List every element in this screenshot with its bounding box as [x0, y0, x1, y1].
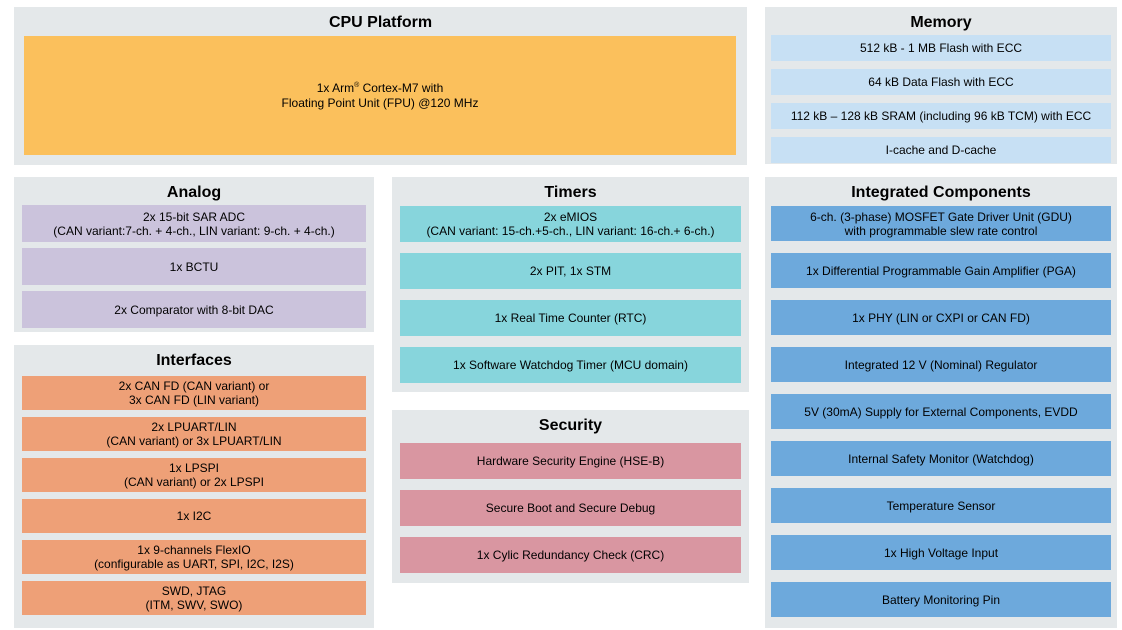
- timers-row-rtc: 1x Real Time Counter (RTC): [400, 300, 741, 336]
- integrated-row-regulator: Integrated 12 V (Nominal) Regulator: [771, 347, 1111, 382]
- security-title: Security: [538, 417, 603, 434]
- memory-title: Memory: [910, 14, 972, 31]
- interfaces-title: Interfaces: [156, 352, 232, 369]
- memory-row-sram: 112 kB – 128 kB SRAM (including 96 kB TC…: [771, 103, 1111, 129]
- integrated-row-gdu: 6-ch. (3-phase) MOSFET Gate Driver Unit …: [771, 206, 1111, 241]
- cpu-platform-panel: CPU Platform 1x Arm® Cortex-M7 with Floa…: [14, 7, 747, 165]
- integrated-row-hv-input: 1x High Voltage Input: [771, 535, 1111, 570]
- integrated-components-rows: 6-ch. (3-phase) MOSFET Gate Driver Unit …: [765, 202, 1117, 617]
- interfaces-panel: Interfaces 2x CAN FD (CAN variant) or 3x…: [14, 345, 374, 628]
- interfaces-row-canfd: 2x CAN FD (CAN variant) or 3x CAN FD (LI…: [22, 376, 366, 410]
- analog-row-comparator: 2x Comparator with 8-bit DAC: [22, 291, 366, 328]
- interfaces-row-lpspi: 1x LPSPI (CAN variant) or 2x LPSPI: [22, 458, 366, 492]
- interfaces-row-lpuart: 2x LPUART/LIN (CAN variant) or 3x LPUART…: [22, 417, 366, 451]
- timers-row-pit-stm: 2x PIT, 1x STM: [400, 253, 741, 289]
- interfaces-row-i2c: 1x I2C: [22, 499, 366, 533]
- security-panel: Security Hardware Security Engine (HSE-B…: [392, 410, 749, 583]
- analog-row-adc: 2x 15-bit SAR ADC (CAN variant:7-ch. + 4…: [22, 205, 366, 242]
- integrated-row-safety-monitor: Internal Safety Monitor (Watchdog): [771, 441, 1111, 476]
- integrated-row-pga: 1x Differential Programmable Gain Amplif…: [771, 253, 1111, 288]
- integrated-row-5v-supply: 5V (30mA) Supply for External Components…: [771, 394, 1111, 429]
- cpu-core-block: 1x Arm® Cortex-M7 with Floating Point Un…: [24, 36, 736, 155]
- cpu-core-line1: 1x Arm® Cortex-M7 with: [316, 80, 444, 95]
- interfaces-row-flexio: 1x 9-channels FlexIO (configurable as UA…: [22, 540, 366, 574]
- integrated-components-title: Integrated Components: [851, 184, 1031, 201]
- interfaces-row-swd-jtag: SWD, JTAG (ITM, SWV, SWO): [22, 581, 366, 615]
- timers-row-watchdog: 1x Software Watchdog Timer (MCU domain): [400, 347, 741, 383]
- memory-row-data-flash: 64 kB Data Flash with ECC: [771, 69, 1111, 95]
- interfaces-rows: 2x CAN FD (CAN variant) or 3x CAN FD (LI…: [14, 370, 374, 615]
- memory-rows: 512 kB - 1 MB Flash with ECC 64 kB Data …: [765, 32, 1117, 163]
- integrated-row-temp-sensor: Temperature Sensor: [771, 488, 1111, 523]
- memory-row-flash: 512 kB - 1 MB Flash with ECC: [771, 35, 1111, 61]
- analog-rows: 2x 15-bit SAR ADC (CAN variant:7-ch. + 4…: [14, 202, 374, 328]
- memory-panel: Memory 512 kB - 1 MB Flash with ECC 64 k…: [765, 7, 1117, 164]
- integrated-row-phy: 1x PHY (LIN or CXPI or CAN FD): [771, 300, 1111, 335]
- timers-row-emios: 2x eMIOS (CAN variant: 15-ch.+5-ch., LIN…: [400, 206, 741, 242]
- analog-panel: Analog 2x 15-bit SAR ADC (CAN variant:7-…: [14, 177, 374, 332]
- security-row-secure-boot: Secure Boot and Secure Debug: [400, 490, 741, 526]
- integrated-row-battery-pin: Battery Monitoring Pin: [771, 582, 1111, 617]
- cpu-platform-title: CPU Platform: [328, 14, 433, 31]
- integrated-components-panel: Integrated Components 6-ch. (3-phase) MO…: [765, 177, 1117, 628]
- timers-title: Timers: [544, 184, 597, 201]
- timers-panel: Timers 2x eMIOS (CAN variant: 15-ch.+5-c…: [392, 177, 749, 392]
- analog-row-bctu: 1x BCTU: [22, 248, 366, 285]
- security-row-hse: Hardware Security Engine (HSE-B): [400, 443, 741, 479]
- cpu-core-line2: Floating Point Unit (FPU) @120 MHz: [281, 95, 479, 110]
- registered-trademark-symbol: ®: [354, 81, 360, 89]
- memory-row-cache: I-cache and D-cache: [771, 137, 1111, 163]
- security-row-crc: 1x Cylic Redundancy Check (CRC): [400, 537, 741, 573]
- security-rows: Hardware Security Engine (HSE-B) Secure …: [392, 435, 749, 573]
- timers-rows: 2x eMIOS (CAN variant: 15-ch.+5-ch., LIN…: [392, 202, 749, 383]
- analog-title: Analog: [166, 184, 222, 201]
